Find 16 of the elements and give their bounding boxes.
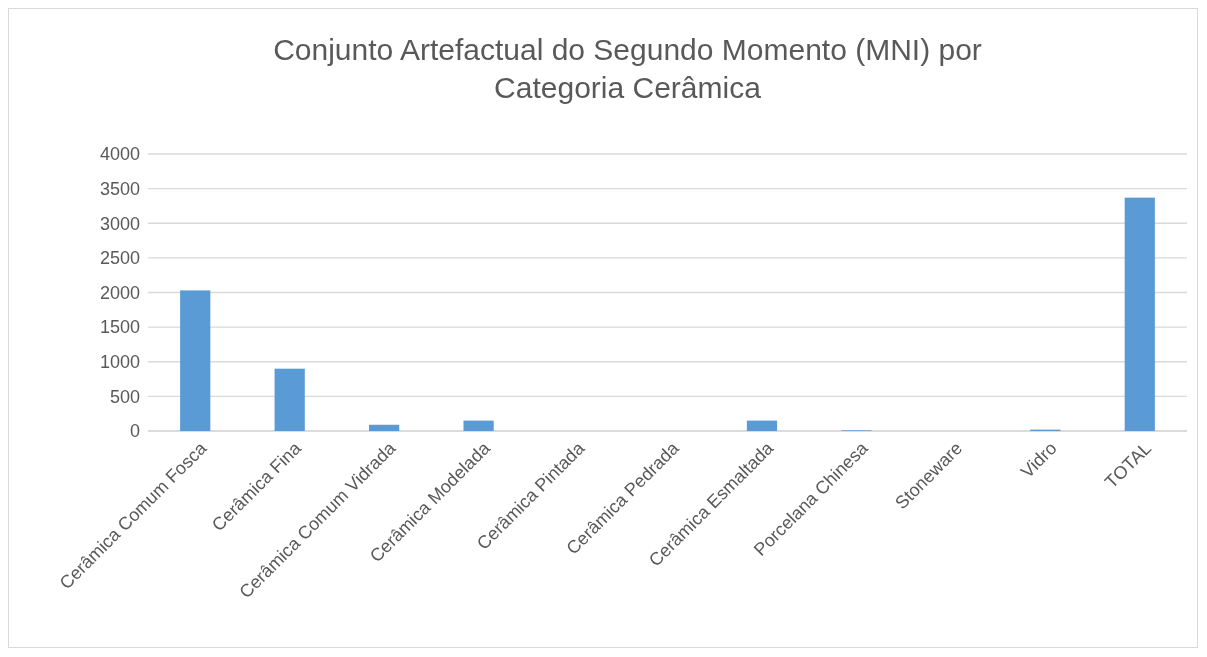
chart-title: Conjunto Artefactual do Segundo Momento (MNI) por Categoria Cerâmica — [273, 33, 982, 104]
y-tick-label: 1500 — [99, 317, 140, 338]
y-tick-label: 2500 — [99, 248, 140, 269]
y-tick-label: 4000 — [99, 144, 140, 165]
y-tick-label: 500 — [109, 386, 140, 407]
bar — [180, 290, 211, 431]
y-tick-label: 0 — [129, 421, 140, 442]
y-tick-label: 3500 — [99, 178, 140, 199]
bar — [369, 424, 400, 431]
y-tick-label: 1000 — [99, 352, 140, 373]
bar — [463, 420, 494, 431]
y-tick-label: 3000 — [99, 213, 140, 234]
bar — [274, 368, 305, 431]
bar — [1124, 197, 1155, 431]
bar — [746, 420, 778, 431]
y-tick-label: 2000 — [99, 282, 140, 303]
